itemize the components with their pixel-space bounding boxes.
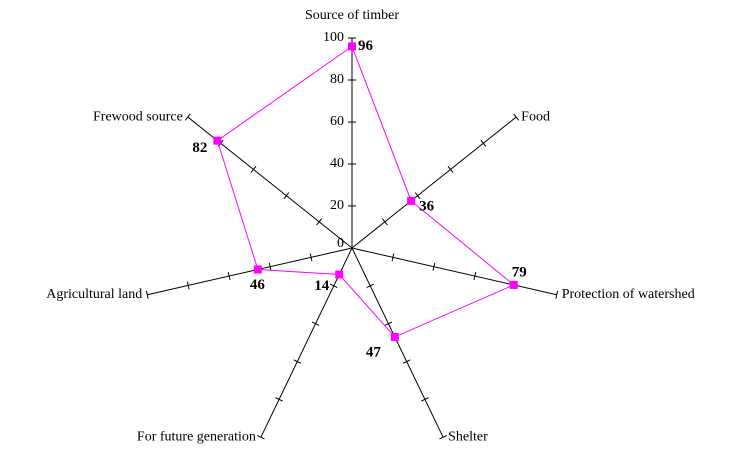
tick-mark	[432, 262, 436, 271]
tick-mark	[309, 253, 313, 262]
tick-mark	[227, 272, 231, 281]
category-label: Source of timber	[305, 8, 399, 23]
tick-mark	[480, 139, 487, 147]
data-point	[335, 270, 344, 279]
value-label: 79	[512, 264, 527, 280]
value-label: 96	[358, 38, 374, 54]
value-label: 82	[192, 140, 207, 156]
tick-mark	[366, 283, 375, 289]
tick-mark	[311, 321, 320, 326]
tick-mark	[473, 272, 477, 281]
r-tick-label: 20	[330, 198, 344, 213]
tick-mark	[184, 113, 191, 121]
tick-mark	[316, 218, 323, 226]
axis-line	[351, 247, 444, 438]
axis-line	[351, 116, 517, 249]
category-label: Frewood source	[93, 109, 183, 124]
tick-mark	[421, 397, 429, 402]
category-label: Protection of watershed	[562, 287, 695, 302]
category-label: For future generation	[137, 429, 256, 444]
tick-mark	[384, 321, 393, 326]
data-line	[216, 45, 515, 338]
tick-mark	[414, 192, 421, 200]
tick-mark	[555, 290, 559, 299]
value-label: 47	[366, 344, 382, 360]
tick-mark	[293, 359, 302, 364]
tick-mark	[257, 435, 265, 440]
tick-mark	[381, 218, 388, 226]
r-tick-label: 0	[337, 236, 344, 251]
tick-mark	[402, 359, 411, 364]
category-label: Shelter	[448, 429, 488, 444]
category-label: Agricultural land	[46, 287, 142, 302]
r-tick-label: 60	[330, 114, 344, 129]
data-point	[509, 280, 518, 289]
data-point	[348, 42, 356, 51]
axis-line	[187, 116, 353, 249]
tick-mark	[250, 166, 257, 173]
tick-mark	[447, 166, 454, 173]
tick-mark	[329, 283, 338, 289]
tick-mark	[145, 290, 149, 299]
r-tick-label: 100	[323, 30, 344, 45]
r-tick-label: 80	[330, 72, 344, 87]
value-label: 14	[314, 278, 330, 294]
tick-mark	[186, 281, 190, 290]
data-point	[253, 265, 262, 274]
axis-line	[147, 247, 353, 296]
tick-mark	[268, 262, 272, 271]
r-tick-label: 40	[330, 156, 344, 171]
axis-line	[260, 247, 353, 438]
tick-mark	[275, 397, 283, 402]
tick-mark	[283, 192, 290, 200]
value-label: 36	[419, 198, 435, 214]
data-point	[407, 196, 416, 205]
data-point	[390, 332, 399, 341]
value-label: 46	[250, 277, 266, 293]
category-label: Food	[521, 109, 550, 124]
data-point	[213, 136, 222, 145]
tick-mark	[391, 253, 395, 262]
tick-mark	[439, 435, 447, 440]
axis-line	[351, 247, 557, 296]
tick-mark	[513, 113, 520, 121]
